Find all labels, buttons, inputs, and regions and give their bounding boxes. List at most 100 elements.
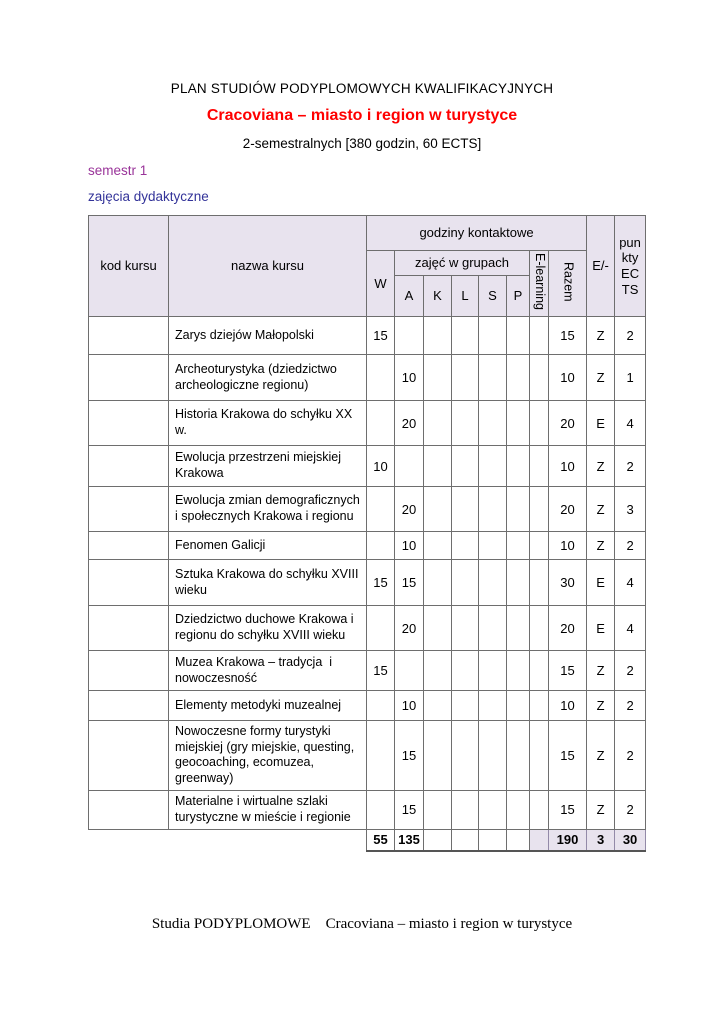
hours-k-cell — [423, 531, 452, 560]
hours-s-cell — [478, 605, 507, 651]
hours-k-cell — [423, 690, 452, 721]
col-header-l: L — [451, 275, 479, 317]
hours-w-cell — [366, 605, 395, 651]
hours-w-cell: 10 — [366, 445, 395, 487]
hours-s-cell — [478, 531, 507, 560]
hours-l-cell — [451, 605, 479, 651]
hours-p-cell — [506, 605, 530, 651]
razem-cell: 20 — [547, 605, 588, 651]
hours-l-cell — [451, 720, 479, 791]
hours-a-cell: 10 — [394, 531, 424, 560]
exam-type-cell: Z — [586, 690, 616, 721]
hours-a-cell: 15 — [394, 559, 424, 606]
elearning-cell — [529, 605, 549, 651]
hours-l-cell — [451, 316, 479, 355]
razem-cell: 20 — [547, 486, 588, 532]
course-rows-section: Zarys dziejów Małopolski 15 15 Z 2 Archeotury… — [88, 316, 647, 830]
hours-l-cell — [451, 789, 479, 830]
course-row: Archeoturystyka (dziedzictwo archeologic… — [88, 354, 647, 401]
col-header-nazwa-kursu: nazwa kursu — [168, 215, 367, 317]
program-title: Cracoviana – miasto i region w turystyce — [206, 107, 518, 124]
hours-p-cell — [506, 559, 530, 606]
elearning-cell — [529, 650, 549, 691]
totals-k-cell — [423, 828, 452, 852]
hours-k-cell — [423, 720, 452, 791]
elearning-cell — [529, 445, 549, 487]
hours-p-cell — [506, 316, 530, 355]
hours-k-cell — [423, 789, 452, 830]
col-header-zajec-w-grupach: zajęć w grupach — [394, 250, 530, 276]
hours-a-cell: 20 — [394, 400, 424, 446]
hours-l-cell — [451, 690, 479, 721]
col-header-p: P — [506, 275, 530, 317]
course-name-cell: Archeoturystyka (dziedzictwo archeologic… — [168, 354, 367, 401]
hours-p-cell — [506, 486, 530, 532]
section-label: zajęcia dydaktyczne — [88, 189, 209, 204]
elearning-cell — [529, 354, 549, 401]
hours-s-cell — [478, 316, 507, 355]
hours-w-cell — [366, 789, 395, 830]
col-header-razem: Razem — [547, 250, 588, 317]
course-row: Ewolucja zmian demograficznych i społecz… — [88, 486, 647, 532]
razem-cell: 10 — [547, 531, 588, 560]
hours-w-cell — [366, 486, 395, 532]
hours-s-cell — [478, 720, 507, 791]
exam-type-cell: E — [586, 400, 616, 446]
elearning-cell — [529, 400, 549, 446]
razem-cell: 15 — [547, 316, 588, 355]
course-name-cell: Historia Krakowa do schyłku XX w. — [168, 400, 367, 446]
hours-p-cell — [506, 400, 530, 446]
course-row: Muzea Krakowa – tradycja i nowoczesność 1… — [88, 650, 647, 691]
hours-w-cell: 15 — [366, 650, 395, 691]
course-name-cell: Muzea Krakowa – tradycja i nowoczesność — [168, 650, 367, 691]
hours-s-cell — [478, 445, 507, 487]
hours-p-cell — [506, 531, 530, 560]
course-row: Sztuka Krakowa do schyłku XVIII wieku 15 1… — [88, 559, 647, 606]
hours-k-cell — [423, 605, 452, 651]
hours-l-cell — [451, 445, 479, 487]
hours-p-cell — [506, 789, 530, 830]
exam-type-cell: E — [586, 559, 616, 606]
hours-k-cell — [423, 650, 452, 691]
ects-cell: 2 — [614, 531, 647, 560]
kod-kursu-cell — [88, 789, 169, 830]
course-row: Materialne i wirtualne szlaki turystyczn… — [88, 789, 647, 830]
razem-cell: 10 — [547, 354, 588, 401]
hours-s-cell — [478, 690, 507, 721]
kod-kursu-cell — [88, 316, 169, 355]
hours-a-cell: 15 — [394, 720, 424, 791]
elearning-cell — [529, 690, 549, 721]
course-row: Ewolucja przestrzeni miejskiej Krakowa 10… — [88, 445, 647, 487]
hours-p-cell — [506, 354, 530, 401]
hours-p-cell — [506, 720, 530, 791]
col-header-elearning: E-learning — [529, 250, 549, 317]
ects-cell: 2 — [614, 720, 647, 791]
ects-cell: 2 — [614, 690, 647, 721]
hours-a-cell: 10 — [394, 690, 424, 721]
elearning-cell — [529, 486, 549, 532]
ects-cell: 4 — [614, 559, 647, 606]
razem-cell: 15 — [547, 650, 588, 691]
hours-k-cell — [423, 316, 452, 355]
kod-kursu-cell — [88, 445, 169, 487]
hours-s-cell — [478, 354, 507, 401]
hours-a-cell — [394, 316, 424, 355]
ects-cell: 2 — [614, 445, 647, 487]
kod-kursu-cell — [88, 400, 169, 446]
course-name-cell: Fenomen Galicji — [168, 531, 367, 560]
elearning-cell — [529, 720, 549, 791]
elearning-cell — [529, 531, 549, 560]
hours-p-cell — [506, 650, 530, 691]
hours-k-cell — [423, 354, 452, 401]
exam-type-cell: Z — [586, 720, 616, 791]
razem-vertical-label: Razem — [561, 261, 576, 302]
totals-exam-cell: 3 — [586, 828, 616, 852]
exam-type-cell: Z — [586, 445, 616, 487]
razem-cell: 10 — [547, 445, 588, 487]
totals-s-cell — [478, 828, 507, 852]
totals-section: 55 135 190 3 30 — [88, 828, 647, 852]
col-header-egzamin-zaliczenie: E/- — [586, 215, 616, 317]
kod-kursu-cell — [88, 605, 169, 651]
col-header-w: W — [366, 250, 395, 317]
